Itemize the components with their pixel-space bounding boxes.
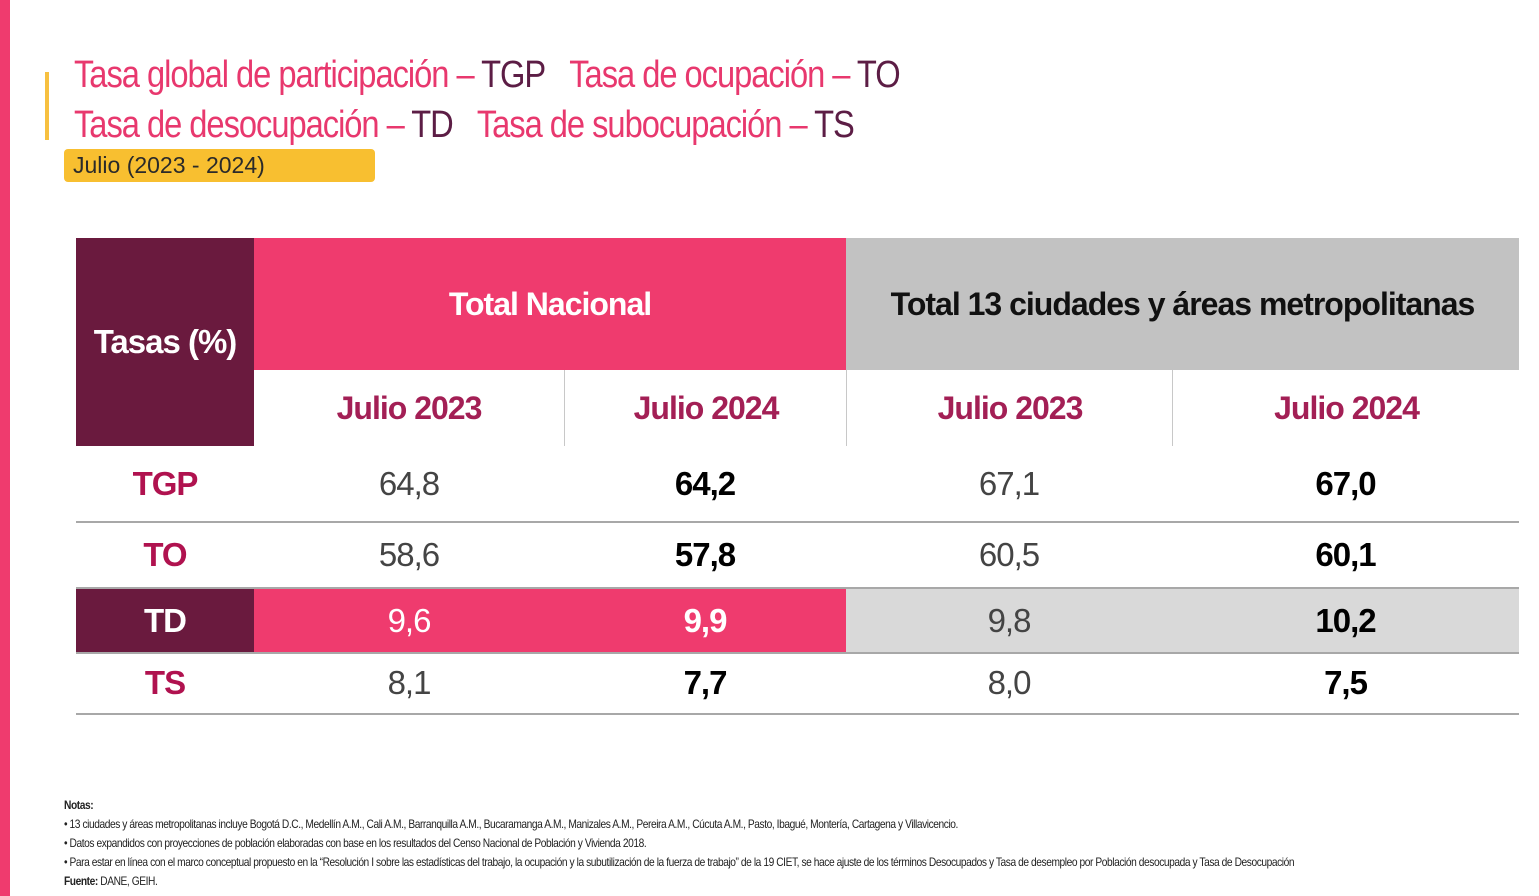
title-to-label: Tasa de ocupación – [569,54,857,96]
note-item: • 13 ciudades y áreas metropolitanas inc… [64,817,958,831]
sub-header: Julio 2023 [336,389,483,426]
title-to-abbr: TO [856,54,901,96]
group-header-nacional: Total Nacional [254,238,846,370]
table-row-td-highlighted: TD 9,6 9,9 9,8 10,2 [76,587,1519,654]
table-row-to: TO 58,6 57,8 60,5 60,1 [76,523,1519,587]
period-badge: Julio (2023 - 2024) [64,149,375,182]
row-label: TO [143,536,187,573]
cell-value: 9,8 [987,601,1032,639]
cell-value: 9,9 [683,601,728,639]
cell-value: 8,0 [987,663,1032,701]
note-item: • Datos expandidos con proyecciones de p… [64,836,647,850]
cell-value: 60,5 [978,536,1040,573]
cell-value: 7,7 [683,663,728,701]
notes-heading: Notas: [64,798,94,812]
cell-value: 10,2 [1315,601,1376,639]
title-td-abbr: TD [411,104,454,146]
source-line: Fuente: DANE, GEIH. [64,872,1294,891]
title-tgp-abbr: TGP [481,54,546,96]
cell-value: 60,1 [1315,536,1376,573]
note-item: • Para estar en línea con el marco conce… [64,855,1295,869]
title-tgp-label: Tasa global de participación – [74,54,482,96]
cell-value: 64,2 [674,464,736,502]
row-label: TS [144,663,186,701]
title-td-label: Tasa de desocupación – [74,104,412,146]
table-row-ts: TS 8,1 7,7 8,0 7,5 [76,652,1519,715]
cell-value: 64,8 [378,464,440,502]
title-accent-line [45,72,49,140]
page-title-line-2: Tasa de desocupación – TD Tasa de subocup… [74,104,855,146]
sub-header: Julio 2024 [1172,370,1520,446]
sub-header: Julio 2023 [846,370,1173,446]
row-label: TD [144,601,187,639]
page-title-line-1: Tasa global de participación – TGP Tasa d… [74,54,901,96]
cell-value: 9,6 [387,601,432,639]
source-label: Fuente: [64,874,98,888]
cell-value: 67,0 [1315,464,1376,502]
title-ts-abbr: TS [814,104,855,146]
table-row-tgp: TGP 64,8 64,2 67,1 67,0 [76,446,1519,523]
corner-header: Tasas (%) [76,238,254,446]
cell-value: 67,1 [978,464,1040,502]
group-header-13-ciudades: Total 13 ciudades y áreas metropolitanas [846,238,1519,370]
notes-section: Notas: • 13 ciudades y áreas metropolita… [64,796,1295,891]
cell-value: 58,6 [378,536,440,573]
left-accent-bar [0,0,10,896]
title-ts-label: Tasa de subocupación – [476,104,815,146]
cell-value: 8,1 [387,663,432,701]
sub-header: Julio 2024 [564,370,847,446]
cell-value: 7,5 [1324,663,1368,701]
row-label: TGP [132,464,199,502]
source-value: DANE, GEIH. [97,874,158,888]
cell-value: 57,8 [674,536,736,573]
